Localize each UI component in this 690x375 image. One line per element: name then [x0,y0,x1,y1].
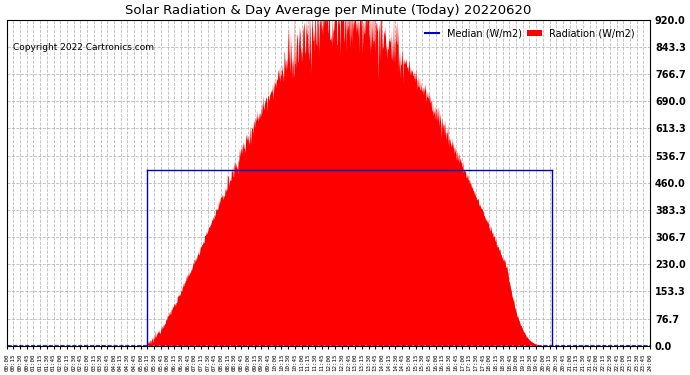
Title: Solar Radiation & Day Average per Minute (Today) 20220620: Solar Radiation & Day Average per Minute… [125,4,531,17]
Legend: Median (W/m2), Radiation (W/m2): Median (W/m2), Radiation (W/m2) [421,25,639,42]
Text: Copyright 2022 Cartronics.com: Copyright 2022 Cartronics.com [13,42,154,51]
